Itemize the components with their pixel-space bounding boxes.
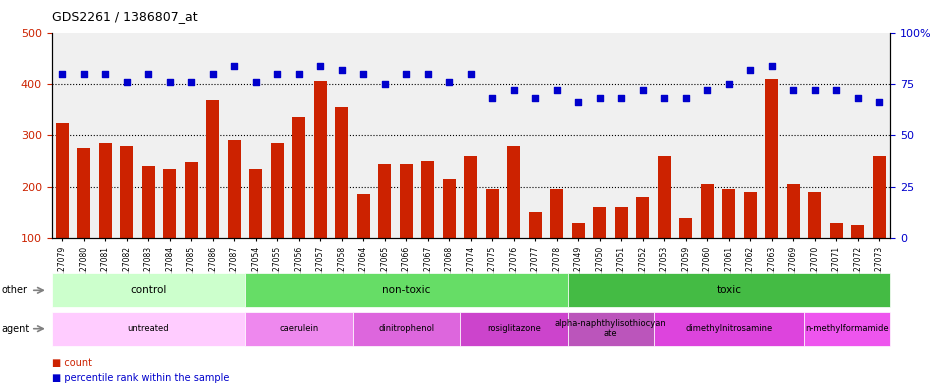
Bar bbox=[400, 164, 413, 290]
Point bbox=[721, 81, 736, 87]
Point bbox=[270, 71, 285, 77]
Bar bbox=[78, 148, 90, 290]
Bar bbox=[743, 192, 756, 290]
Bar bbox=[808, 192, 821, 290]
Point bbox=[570, 99, 585, 106]
Text: GDS2261 / 1386807_at: GDS2261 / 1386807_at bbox=[51, 10, 197, 23]
Point bbox=[527, 95, 542, 101]
Point bbox=[871, 99, 886, 106]
Point bbox=[699, 87, 714, 93]
Point bbox=[227, 63, 241, 69]
Bar bbox=[378, 164, 391, 290]
Bar bbox=[120, 146, 133, 290]
Text: other: other bbox=[2, 285, 28, 295]
Text: n-methylformamide: n-methylformamide bbox=[804, 324, 888, 333]
Bar bbox=[464, 156, 476, 290]
Point bbox=[635, 87, 650, 93]
Point bbox=[205, 71, 220, 77]
Point bbox=[484, 95, 499, 101]
Point bbox=[334, 66, 349, 73]
Bar bbox=[528, 212, 541, 290]
Point bbox=[119, 79, 134, 85]
Bar bbox=[829, 223, 842, 290]
Point bbox=[356, 71, 371, 77]
Text: caerulein: caerulein bbox=[279, 324, 318, 333]
Point bbox=[463, 71, 478, 77]
Text: dinitrophenol: dinitrophenol bbox=[378, 324, 434, 333]
Bar bbox=[314, 81, 327, 290]
Bar bbox=[549, 189, 563, 290]
Point bbox=[850, 95, 865, 101]
Bar bbox=[443, 179, 455, 290]
Point bbox=[291, 71, 306, 77]
Bar bbox=[872, 156, 885, 290]
Bar bbox=[657, 156, 670, 290]
Bar bbox=[571, 223, 584, 290]
Text: untreated: untreated bbox=[127, 324, 168, 333]
Point bbox=[828, 87, 843, 93]
Point bbox=[764, 63, 779, 69]
Point bbox=[420, 71, 435, 77]
Point bbox=[592, 95, 607, 101]
Bar bbox=[486, 189, 498, 290]
Point bbox=[162, 79, 177, 85]
Point bbox=[76, 71, 91, 77]
Text: dimethylnitrosamine: dimethylnitrosamine bbox=[684, 324, 771, 333]
Bar bbox=[357, 194, 370, 290]
Bar bbox=[507, 146, 519, 290]
Point bbox=[97, 71, 112, 77]
Bar bbox=[141, 166, 154, 290]
Text: control: control bbox=[130, 285, 167, 295]
Point bbox=[807, 87, 822, 93]
Text: alpha-naphthylisothiocyan
ate: alpha-naphthylisothiocyan ate bbox=[554, 319, 665, 338]
Bar bbox=[636, 197, 649, 290]
Bar bbox=[592, 207, 606, 290]
Point bbox=[183, 79, 198, 85]
Text: rosiglitazone: rosiglitazone bbox=[487, 324, 540, 333]
Bar bbox=[614, 207, 627, 290]
Point bbox=[54, 71, 69, 77]
Bar bbox=[679, 217, 692, 290]
Bar bbox=[421, 161, 433, 290]
Bar bbox=[249, 169, 262, 290]
Bar bbox=[292, 118, 305, 290]
Bar bbox=[184, 162, 197, 290]
Bar bbox=[335, 107, 348, 290]
Point bbox=[313, 63, 328, 69]
Point bbox=[442, 79, 457, 85]
Text: toxic: toxic bbox=[716, 285, 740, 295]
Text: ■ percentile rank within the sample: ■ percentile rank within the sample bbox=[51, 373, 228, 383]
Bar bbox=[163, 169, 176, 290]
Bar bbox=[851, 225, 863, 290]
Point bbox=[505, 87, 520, 93]
Point bbox=[399, 71, 414, 77]
Point bbox=[140, 71, 155, 77]
Point bbox=[742, 66, 757, 73]
Point bbox=[248, 79, 263, 85]
Bar bbox=[271, 143, 284, 290]
Bar bbox=[700, 184, 713, 290]
Point bbox=[678, 95, 693, 101]
Point bbox=[548, 87, 563, 93]
Point bbox=[613, 95, 628, 101]
Point bbox=[785, 87, 800, 93]
Text: ■ count: ■ count bbox=[51, 358, 92, 368]
Bar bbox=[227, 141, 241, 290]
Text: agent: agent bbox=[2, 324, 30, 334]
Bar bbox=[722, 189, 735, 290]
Bar bbox=[98, 143, 111, 290]
Text: non-toxic: non-toxic bbox=[382, 285, 430, 295]
Bar bbox=[206, 101, 219, 290]
Bar bbox=[786, 184, 799, 290]
Point bbox=[656, 95, 671, 101]
Bar bbox=[56, 122, 68, 290]
Point bbox=[377, 81, 392, 87]
Bar bbox=[765, 79, 778, 290]
